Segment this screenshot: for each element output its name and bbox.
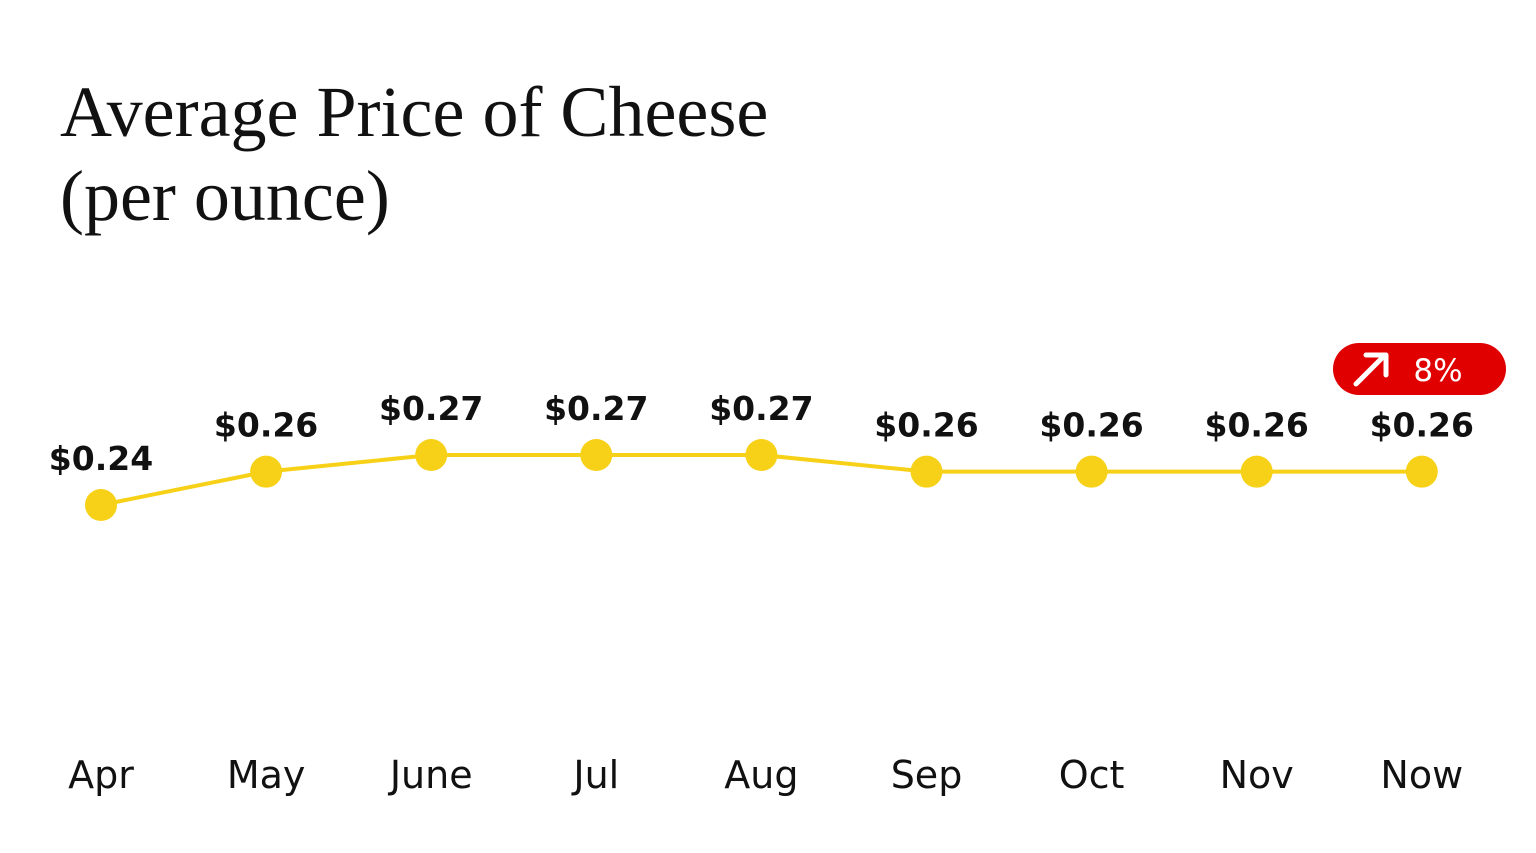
data-point — [1240, 455, 1273, 488]
data-point — [745, 439, 778, 471]
x-tick-label: Sep — [891, 753, 963, 797]
value-label: $0.27 — [709, 389, 813, 428]
data-point — [580, 439, 613, 471]
x-tick-label: Now — [1380, 753, 1463, 797]
value-label: $0.26 — [214, 406, 318, 445]
chart-subtitle: (per ounce) — [60, 156, 390, 236]
value-label: $0.27 — [379, 389, 483, 428]
x-tick-label: Aug — [724, 753, 798, 797]
x-tick-label: Nov — [1220, 753, 1294, 797]
x-tick-label: May — [227, 753, 306, 797]
x-tick-label: Apr — [68, 753, 134, 797]
data-point — [910, 455, 943, 488]
data-point — [1405, 455, 1438, 488]
value-label: $0.26 — [874, 406, 978, 445]
x-tick-label: Jul — [571, 753, 619, 797]
arrow-icon — [1353, 352, 1389, 387]
value-label: $0.26 — [1039, 406, 1143, 445]
x-tick-label: June — [388, 753, 473, 797]
chart-title: Average Price of Cheese — [60, 72, 768, 152]
x-tick-label: Oct — [1059, 753, 1125, 797]
value-label: $0.24 — [49, 439, 153, 478]
value-label: $0.26 — [1205, 406, 1309, 445]
change-badge: 8% — [1333, 343, 1506, 395]
data-point — [250, 455, 283, 488]
data-point — [85, 489, 117, 521]
data-point — [415, 439, 448, 471]
badge-label: 8% — [1413, 353, 1462, 389]
value-label: $0.26 — [1370, 406, 1474, 445]
data-point — [1075, 455, 1108, 488]
value-label: $0.27 — [544, 389, 648, 428]
